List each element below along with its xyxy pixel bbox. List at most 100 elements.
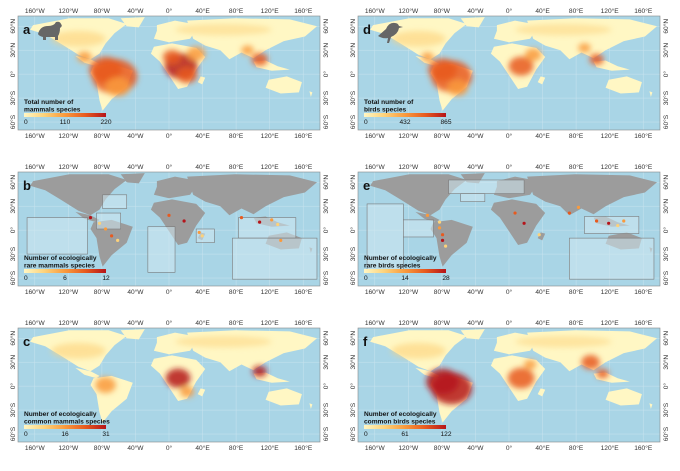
landmass-mad [537,232,546,241]
lon-tick: 80°E [569,288,584,296]
richness-hotspots [95,365,267,398]
lon-tick: 40°E [195,288,210,296]
lon-tick: 80°E [229,132,244,140]
bear-icon [38,21,62,40]
legend-title: birds species [364,107,406,114]
map-panel-e: 160°W 160°W 120°W 120°W 80°W 80°W 40°W 40°W 0° 0°… [350,160,670,297]
legend-title: Number of ecologically [24,255,97,262]
lon-tick: 160°W [25,444,46,452]
lon-tick: 40°W [127,132,144,140]
lon-tick: 120°W [398,163,419,171]
lon-tick: 40°E [535,288,550,296]
lon-tick: 80°W [94,288,111,296]
lat-tick: 30°N [350,199,357,214]
lon-tick: 0° [506,319,513,327]
lon-tick: 120°E [601,319,620,327]
map-frame [357,171,661,287]
lon-tick: 0° [506,444,513,452]
landmass-mad [537,76,546,85]
lat-tick: 30°N [322,355,330,370]
lon-tick: 120°W [58,444,79,452]
lon-tick: 160°E [634,444,653,452]
lon-tick: 40°W [467,319,484,327]
lon-tick: 40°E [535,132,550,140]
map-panel-d: 160°W 160°W 120°W 120°W 80°W 80°W 40°W 40°W 0° 0°… [350,4,670,141]
landmass-au [265,76,302,94]
lon-tick: 80°E [229,7,244,15]
lat-tick: 60°N [10,331,17,346]
map-panel-f: 160°W 160°W 120°W 120°W 80°W 80°W 40°W 40°W 0° 0°… [350,316,670,453]
landmass-nz [649,403,653,409]
lat-tick: 60°S [322,270,330,285]
legend-title: Total number of [364,99,414,106]
lat-tick: 30°S [662,402,670,417]
legend-title: mammals species [24,107,81,114]
legend-colorbar [24,269,106,273]
lon-tick: 160°E [634,163,653,171]
legend-value: 865 [440,119,451,126]
lon-tick: 80°W [434,288,451,296]
lon-tick: 0° [166,288,173,296]
legend-colorbar [24,425,106,429]
lat-tick: 60°S [322,114,330,129]
lon-tick: 0° [166,132,173,140]
lat-tick: 60°S [350,270,357,285]
lat-tick: 0° [350,227,357,234]
map-panel-c: 160°W 160°W 120°W 120°W 80°W 80°W 40°W 40°W 0° 0°… [10,316,330,453]
lon-tick: 40°W [127,444,144,452]
lat-tick: 30°N [662,355,670,370]
landmass-af [490,199,546,245]
map-frame [357,327,661,443]
land [30,173,317,267]
lon-tick: 120°E [601,444,620,452]
lon-tick: 120°E [261,163,280,171]
lat-tick: 60°S [662,114,670,129]
lon-tick: 40°W [127,319,144,327]
lon-tick: 160°W [365,444,386,452]
landmass-au [605,76,642,94]
map-svg-e: 160°W 160°W 120°W 120°W 80°W 80°W 40°W 40°W 0° 0°… [350,163,670,296]
lat-tick: 60°S [10,114,17,129]
lon-tick: 80°W [434,163,451,171]
lon-tick: 0° [166,319,173,327]
lat-tick: 0° [350,71,357,78]
map-svg-b: 160°W 160°W 120°W 120°W 80°W 80°W 40°W 40°W 0° 0°… [10,163,330,296]
lat-tick: 60°N [10,19,17,34]
lon-tick: 40°E [535,7,550,15]
legend-colorbar [364,269,446,273]
lat-tick: 0° [10,71,17,78]
lat-tick: 30°S [662,246,670,261]
legend-value: 0 [364,119,368,126]
lat-tick: 30°S [350,402,357,417]
lat-tick: 30°N [350,355,357,370]
landmass-nz [309,91,313,97]
lon-tick: 120°W [58,132,79,140]
landmass-sa [430,219,473,267]
legend-title: Number of ecologically [24,411,97,418]
legend-value: 61 [401,431,409,438]
lon-tick: 40°E [535,163,550,171]
legend-value: 110 [60,119,71,126]
legend-value: 0 [364,275,368,282]
landmass-nz [649,91,653,97]
map-frame [17,327,321,443]
legend-value: 31 [102,431,110,438]
legend-title: rare birds species [364,263,421,270]
lon-tick: 0° [506,163,513,171]
lon-tick: 80°W [434,444,451,452]
lon-tick: 160°W [365,288,386,296]
lon-tick: 160°E [294,444,313,452]
legend-title: Total number of [24,99,74,106]
lon-tick: 120°W [398,319,419,327]
panel-letter: c [23,334,30,349]
lon-tick: 0° [166,444,173,452]
lat-tick: 0° [322,383,330,390]
legend-title: Number of ecologically [364,255,437,262]
richness-hotspots [426,355,609,405]
lon-tick: 80°E [229,163,244,171]
lon-tick: 80°E [569,319,584,327]
lon-tick: 160°W [25,7,46,15]
lon-tick: 160°W [365,7,386,15]
lon-tick: 160°E [634,132,653,140]
lon-tick: 120°E [261,7,280,15]
